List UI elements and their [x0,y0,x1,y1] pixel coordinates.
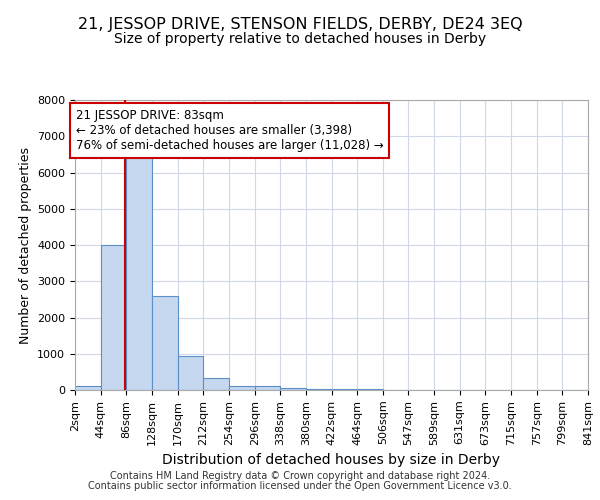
Bar [306,389,332,390]
Bar [101,245,127,390]
Text: 21, JESSOP DRIVE, STENSON FIELDS, DERBY, DE24 3EQ: 21, JESSOP DRIVE, STENSON FIELDS, DERBY,… [77,18,523,32]
Bar [178,356,203,390]
Bar [280,388,306,390]
Text: 21 JESSOP DRIVE: 83sqm
← 23% of detached houses are smaller (3,398)
76% of semi-: 21 JESSOP DRIVE: 83sqm ← 23% of detached… [76,109,383,152]
Bar [152,296,178,390]
Bar [75,386,101,390]
Y-axis label: Number of detached properties: Number of detached properties [19,146,32,344]
Text: Contains HM Land Registry data © Crown copyright and database right 2024.: Contains HM Land Registry data © Crown c… [110,471,490,481]
X-axis label: Distribution of detached houses by size in Derby: Distribution of detached houses by size … [163,453,500,467]
Text: Size of property relative to detached houses in Derby: Size of property relative to detached ho… [114,32,486,46]
Bar [229,386,255,390]
Bar [255,386,280,390]
Text: Contains public sector information licensed under the Open Government Licence v3: Contains public sector information licen… [88,481,512,491]
Bar [203,378,229,390]
Bar [127,151,152,390]
